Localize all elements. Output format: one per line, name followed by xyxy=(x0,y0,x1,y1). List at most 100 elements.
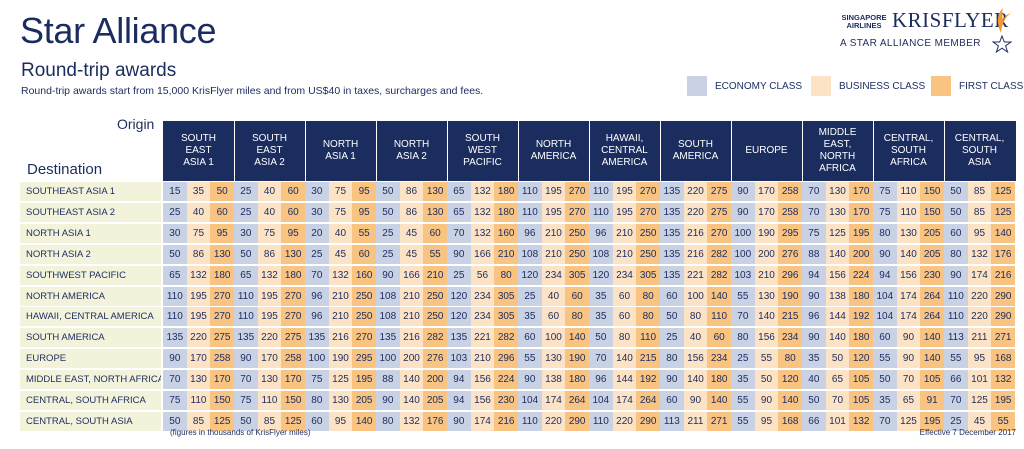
business-miles-cell: 125 xyxy=(328,370,353,390)
economy-miles-cell: 90 xyxy=(660,370,684,390)
business-miles-cell: 140 xyxy=(754,307,779,327)
first-miles-cell: 290 xyxy=(991,286,1015,306)
economy-miles-cell: 104 xyxy=(873,286,897,306)
business-miles-cell: 125 xyxy=(825,223,850,243)
business-miles-cell: 40 xyxy=(257,202,282,222)
first-miles-cell: 270 xyxy=(565,202,589,222)
economy-miles-cell: 50 xyxy=(802,391,826,410)
origin-header: CENTRAL, SOUTH ASIA xyxy=(954,133,1005,168)
first-miles-cell: 180 xyxy=(849,328,873,348)
business-miles-cell: 195 xyxy=(257,286,282,306)
first-miles-cell: 264 xyxy=(636,391,660,410)
first-miles-cell: 80 xyxy=(494,265,518,285)
first-miles-cell: 250 xyxy=(423,307,447,327)
economy-miles-cell: 120 xyxy=(518,265,542,285)
business-miles-cell: 174 xyxy=(896,307,921,327)
economy-miles-cell: 90 xyxy=(376,265,400,285)
economy-miles-cell: 96 xyxy=(305,307,329,327)
economy-miles-cell: 20 xyxy=(305,223,329,243)
first-miles-cell: 125 xyxy=(991,202,1015,222)
first-miles-cell: 80 xyxy=(778,349,802,369)
first-miles-cell: 60 xyxy=(281,182,305,201)
business-miles-cell: 85 xyxy=(257,411,282,431)
business-miles-cell: 195 xyxy=(541,202,566,222)
business-miles-cell: 100 xyxy=(541,328,566,348)
business-miles-cell: 65 xyxy=(825,370,850,390)
destination-label: MIDDLE EAST, NORTH AFRICA xyxy=(20,370,161,390)
first-miles-cell: 150 xyxy=(281,391,305,410)
economy-miles-cell: 66 xyxy=(944,370,968,390)
first-miles-cell: 276 xyxy=(423,349,447,369)
business-miles-cell: 110 xyxy=(186,391,211,410)
business-miles-cell: 140 xyxy=(825,244,850,264)
destination-axis-label: Destination xyxy=(27,161,103,178)
economy-miles-cell: 88 xyxy=(376,370,400,390)
business-swatch xyxy=(811,76,831,96)
economy-miles-cell: 96 xyxy=(802,307,826,327)
destination-label: SOUTH AMERICA xyxy=(20,328,161,348)
first-miles-cell: 275 xyxy=(210,328,234,348)
first-miles-cell: 205 xyxy=(920,223,944,243)
business-miles-cell: 50 xyxy=(825,349,850,369)
economy-miles-cell: 90 xyxy=(163,349,187,369)
business-miles-cell: 101 xyxy=(825,411,850,431)
first-miles-cell: 295 xyxy=(778,223,802,243)
first-miles-cell: 140 xyxy=(991,223,1015,243)
economy-miles-cell: 90 xyxy=(234,349,258,369)
origin-header: SOUTH WEST PACIFIC xyxy=(463,133,502,168)
first-miles-cell: 132 xyxy=(991,370,1015,390)
first-miles-cell: 305 xyxy=(565,265,589,285)
first-miles-cell: 210 xyxy=(423,265,447,285)
business-miles-cell: 130 xyxy=(754,286,779,306)
origin-header: MIDDLE EAST, NORTH AFRICA xyxy=(818,127,857,174)
first-miles-cell: 125 xyxy=(210,411,234,431)
first-miles-cell: 295 xyxy=(352,349,376,369)
economy-miles-cell: 100 xyxy=(305,349,329,369)
first-miles-cell: 258 xyxy=(778,182,802,201)
origin-header-row: SOUTH EAST ASIA 1 SOUTH EAST ASIA 2 NORTH … xyxy=(163,121,1016,181)
economy-miles-cell: 66 xyxy=(802,411,826,431)
economy-miles-cell: 55 xyxy=(518,349,542,369)
economy-miles-cell: 90 xyxy=(731,182,755,201)
first-miles-cell: 205 xyxy=(352,391,376,410)
first-miles-cell: 270 xyxy=(210,307,234,327)
business-miles-cell: 140 xyxy=(612,349,637,369)
economy-miles-cell: 75 xyxy=(163,391,187,410)
first-miles-cell: 140 xyxy=(920,328,944,348)
economy-miles-cell: 104 xyxy=(589,391,613,410)
economy-miles-cell: 25 xyxy=(234,182,258,201)
first-miles-cell: 205 xyxy=(423,391,447,410)
business-miles-cell: 90 xyxy=(896,349,921,369)
business-miles-cell: 70 xyxy=(896,370,921,390)
economy-miles-cell: 135 xyxy=(305,328,329,348)
business-miles-cell: 130 xyxy=(186,370,211,390)
economy-miles-cell: 96 xyxy=(589,370,613,390)
business-miles-cell: 216 xyxy=(399,328,424,348)
first-miles-cell: 130 xyxy=(423,202,447,222)
economy-miles-cell: 70 xyxy=(944,391,968,410)
economy-miles-cell: 60 xyxy=(660,286,684,306)
business-miles-cell: 85 xyxy=(967,202,992,222)
business-miles-cell: 35 xyxy=(186,182,211,201)
economy-miles-cell: 110 xyxy=(589,182,613,201)
business-miles-cell: 132 xyxy=(470,223,495,243)
economy-miles-cell: 80 xyxy=(731,328,755,348)
first-miles-cell: 275 xyxy=(707,182,731,201)
business-miles-cell: 130 xyxy=(257,370,282,390)
economy-miles-cell: 110 xyxy=(163,286,187,306)
economy-miles-cell: 110 xyxy=(589,202,613,222)
business-miles-cell: 195 xyxy=(612,202,637,222)
economy-miles-cell: 55 xyxy=(731,286,755,306)
business-miles-cell: 170 xyxy=(257,349,282,369)
business-miles-cell: 138 xyxy=(825,286,850,306)
business-miles-cell: 130 xyxy=(328,391,353,410)
business-miles-cell: 60 xyxy=(612,286,637,306)
economy-miles-cell: 55 xyxy=(731,391,755,410)
economy-miles-cell: 75 xyxy=(234,391,258,410)
table-row: SOUTHEAST ASIA 1 15 35 50 25 40 60 30 75 95 50 86 13… xyxy=(20,182,1015,201)
business-miles-cell: 190 xyxy=(754,223,779,243)
business-miles-cell: 210 xyxy=(541,223,566,243)
business-miles-cell: 210 xyxy=(612,244,637,264)
economy-miles-cell: 25 xyxy=(376,223,400,243)
economy-miles-cell: 30 xyxy=(305,202,329,222)
